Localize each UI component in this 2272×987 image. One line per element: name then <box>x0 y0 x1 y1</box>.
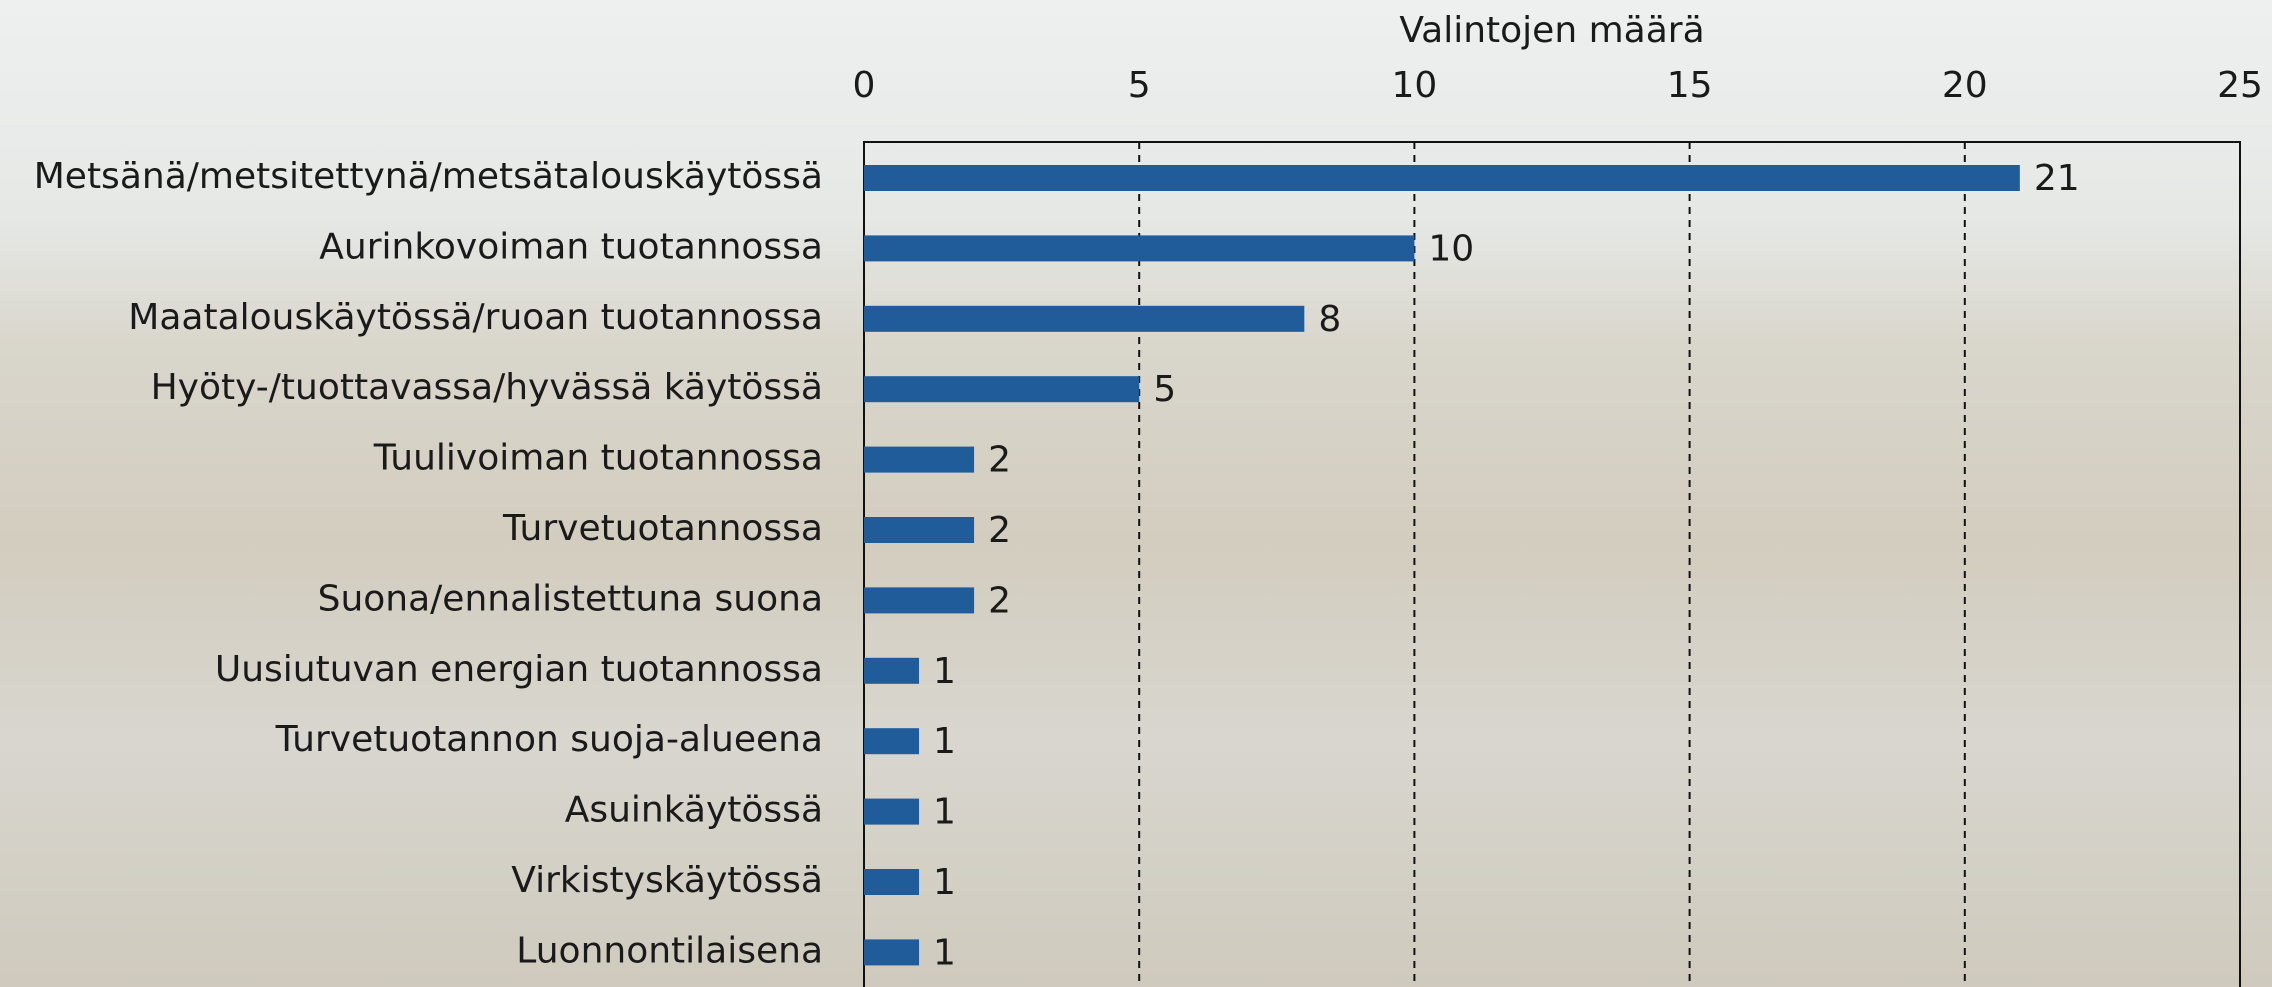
x-tick-label: 5 <box>1128 65 1151 106</box>
data-label: 1 <box>933 792 956 833</box>
x-tick-label: 25 <box>2217 65 2263 106</box>
data-label: 21 <box>2034 158 2080 199</box>
chart: Valintojen määrä 0510152025Metsänä/metsi… <box>0 0 2272 987</box>
bar <box>864 306 1304 332</box>
bar <box>864 587 974 613</box>
data-label: 5 <box>1153 369 1176 410</box>
data-label: 8 <box>1318 299 1341 340</box>
category-label: Suona/ennalistettuna suona <box>318 578 823 619</box>
category-label: Asuinkäytössä <box>565 790 823 831</box>
category-label: Turvetuotannon suoja-alueena <box>275 719 823 760</box>
x-tick-label: 15 <box>1667 65 1713 106</box>
category-label: Uusiutuvan energian tuotannossa <box>215 649 823 690</box>
category-label: Luonnontilaisena <box>516 930 823 971</box>
bar <box>864 447 974 473</box>
bar <box>864 376 1139 402</box>
category-label: Aurinkovoiman tuotannossa <box>319 226 823 267</box>
bar <box>864 658 919 684</box>
x-tick-label: 20 <box>1942 65 1988 106</box>
bar <box>864 235 1414 261</box>
page: {"chart_data": {"type": "bar", "orientat… <box>0 0 2272 987</box>
data-label: 1 <box>933 651 956 692</box>
category-label: Metsänä/metsitettynä/metsätalouskäytössä <box>34 156 823 197</box>
category-label: Tuulivoiman tuotannossa <box>373 438 823 479</box>
bar <box>864 939 919 965</box>
data-label: 2 <box>988 580 1011 621</box>
data-label: 1 <box>933 932 956 973</box>
bar <box>864 728 919 754</box>
x-tick-label: 10 <box>1391 65 1437 106</box>
data-label: 1 <box>933 862 956 903</box>
category-label: Virkistyskäytössä <box>511 860 823 901</box>
data-label: 2 <box>988 440 1011 481</box>
bar <box>864 799 919 825</box>
axis-title: Valintojen määrä <box>1399 10 1704 51</box>
bar <box>864 165 2020 191</box>
bar <box>864 517 974 543</box>
bar <box>864 869 919 895</box>
data-label: 2 <box>988 510 1011 551</box>
data-label: 1 <box>933 721 956 762</box>
plot-area <box>864 142 2240 987</box>
category-label: Turvetuotannossa <box>502 508 823 549</box>
category-label: Hyöty-/tuottavassa/hyvässä käytössä <box>151 367 823 408</box>
x-tick-label: 0 <box>853 65 876 106</box>
category-label: Maatalouskäytössä/ruoan tuotannossa <box>128 297 823 338</box>
data-label: 10 <box>1428 228 1474 269</box>
